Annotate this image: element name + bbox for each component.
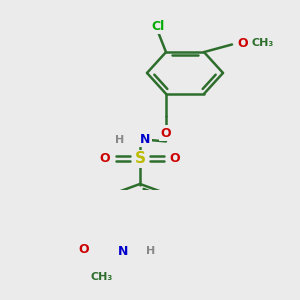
Text: O: O <box>100 152 110 165</box>
Text: H: H <box>115 134 124 145</box>
Text: S: S <box>134 151 146 166</box>
Text: N: N <box>118 245 128 258</box>
Text: Cl: Cl <box>152 20 165 33</box>
Text: H: H <box>146 246 155 256</box>
Text: O: O <box>79 243 89 256</box>
Text: CH₃: CH₃ <box>91 272 113 282</box>
Text: N: N <box>140 133 150 146</box>
Text: O: O <box>170 152 180 165</box>
Text: O: O <box>161 127 171 140</box>
Text: CH₃: CH₃ <box>252 38 274 48</box>
Text: O: O <box>237 37 247 50</box>
